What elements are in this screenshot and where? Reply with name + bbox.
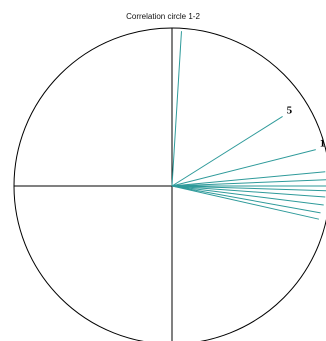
vector-10	[171, 185, 321, 214]
vector-5	[171, 179, 326, 187]
vector-11	[171, 185, 320, 220]
vector-label-1: 1	[320, 138, 326, 150]
vector-1	[171, 31, 182, 187]
vector-9	[171, 185, 324, 206]
vector-4	[171, 171, 326, 187]
chart-title: Correlation circle 1-2	[126, 12, 200, 21]
unit-circle	[13, 27, 326, 341]
plot-area: 51	[13, 27, 326, 341]
vector-2	[171, 116, 283, 187]
vector-label-5: 5	[287, 104, 293, 116]
vector-7	[171, 185, 326, 192]
vector-3	[171, 149, 316, 187]
vector-8	[171, 185, 326, 198]
